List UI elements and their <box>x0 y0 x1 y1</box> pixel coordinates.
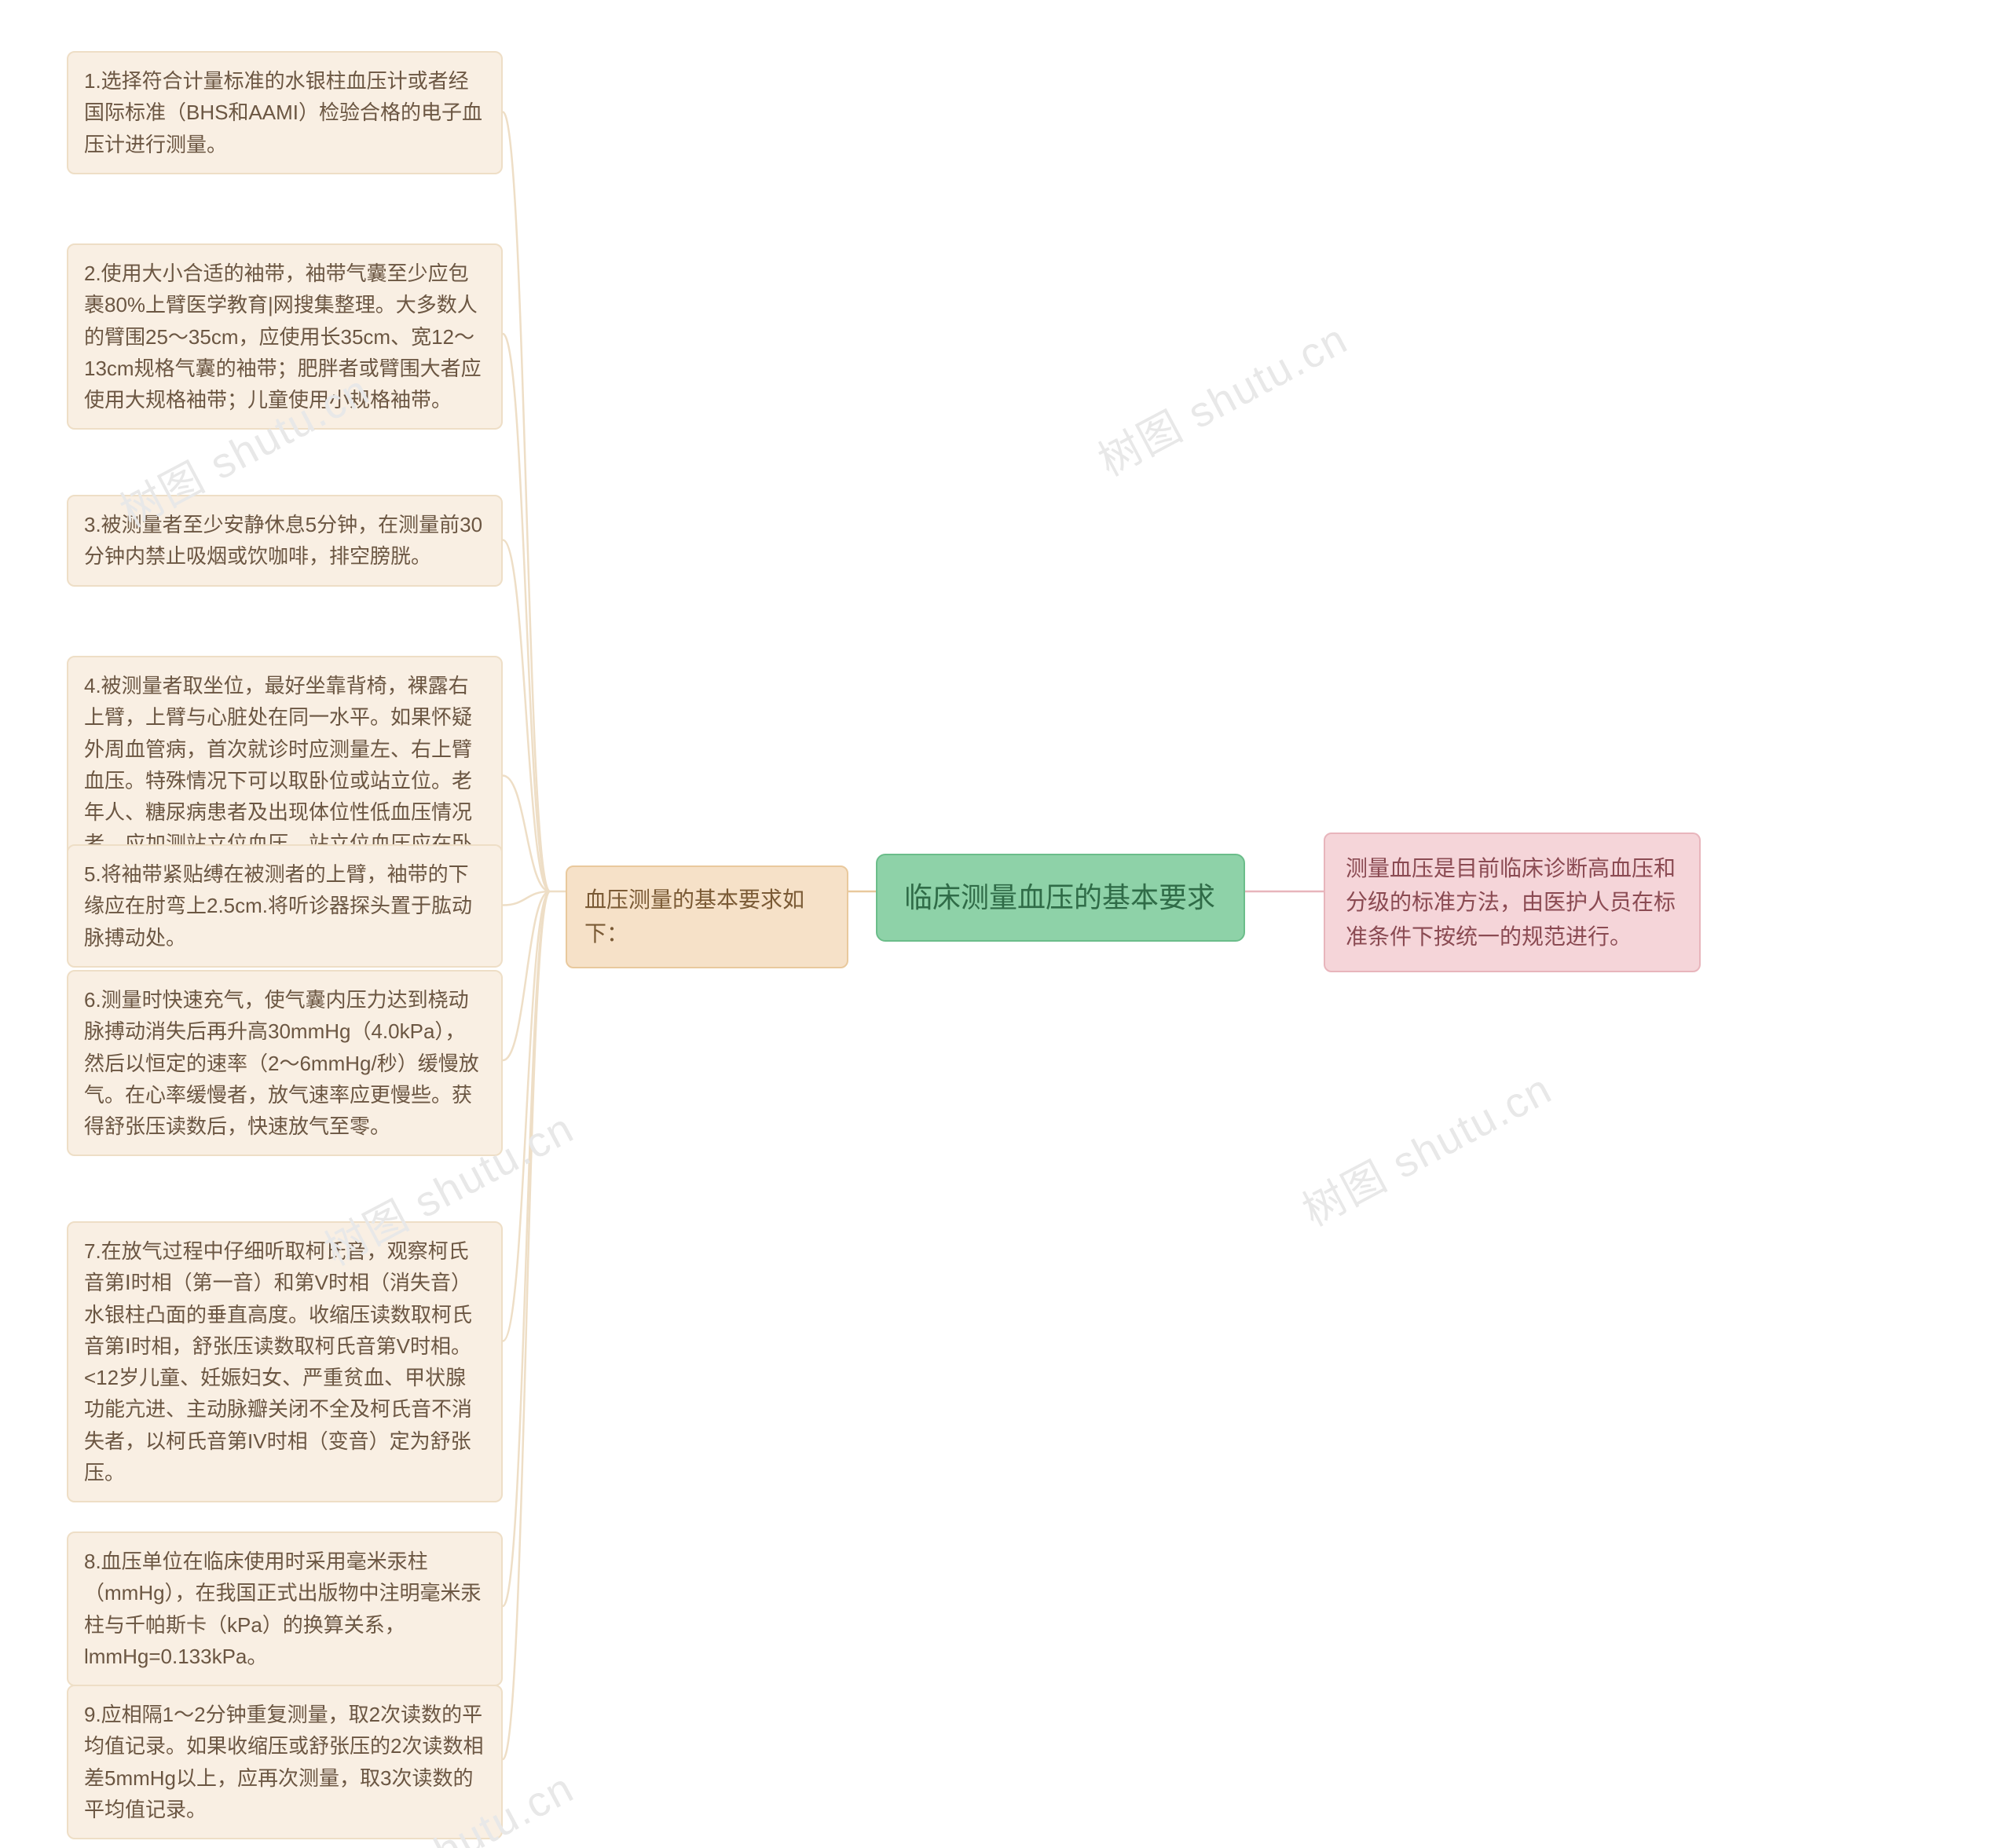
center-node: 临床测量血压的基本要求 <box>876 854 1245 942</box>
right-description-node: 测量血压是目前临床诊断高血压和分级的标准方法，由医护人员在标准条件下按统一的规范… <box>1324 833 1701 972</box>
leaf-node-1: 1.选择符合计量标准的水银柱血压计或者经国际标准（BHS和AAMI）检验合格的电… <box>67 51 503 174</box>
leaf-node-6: 6.测量时快速充气，使气囊内压力达到桡动脉搏动消失后再升高30mmHg（4.0k… <box>67 970 503 1156</box>
leaf-node-7: 7.在放气过程中仔细听取柯氏音，观察柯氏音第Ⅰ时相（第一音）和第V时相（消失音）… <box>67 1221 503 1502</box>
leaf-node-8: 8.血压单位在临床使用时采用毫米汞柱（mmHg），在我国正式出版物中注明毫米汞柱… <box>67 1531 503 1686</box>
leaf-node-5: 5.将袖带紧贴缚在被测者的上臂，袖带的下缘应在肘弯上2.5cm.将听诊器探头置于… <box>67 844 503 968</box>
left-category-node: 血压测量的基本要求如下： <box>566 865 848 968</box>
leaf-node-3: 3.被测量者至少安静休息5分钟，在测量前30分钟内禁止吸烟或饮咖啡，排空膀胱。 <box>67 495 503 587</box>
leaf-node-2: 2.使用大小合适的袖带，袖带气囊至少应包裹80%上臂医学教育|网搜集整理。大多数… <box>67 243 503 430</box>
watermark-text: 树图 shutu.cn <box>1086 305 1357 489</box>
watermark-text: 树图 shutu.cn <box>1290 1055 1561 1239</box>
leaf-node-9: 9.应相隔1～2分钟重复测量，取2次读数的平均值记录。如果收缩压或舒张压的2次读… <box>67 1685 503 1839</box>
